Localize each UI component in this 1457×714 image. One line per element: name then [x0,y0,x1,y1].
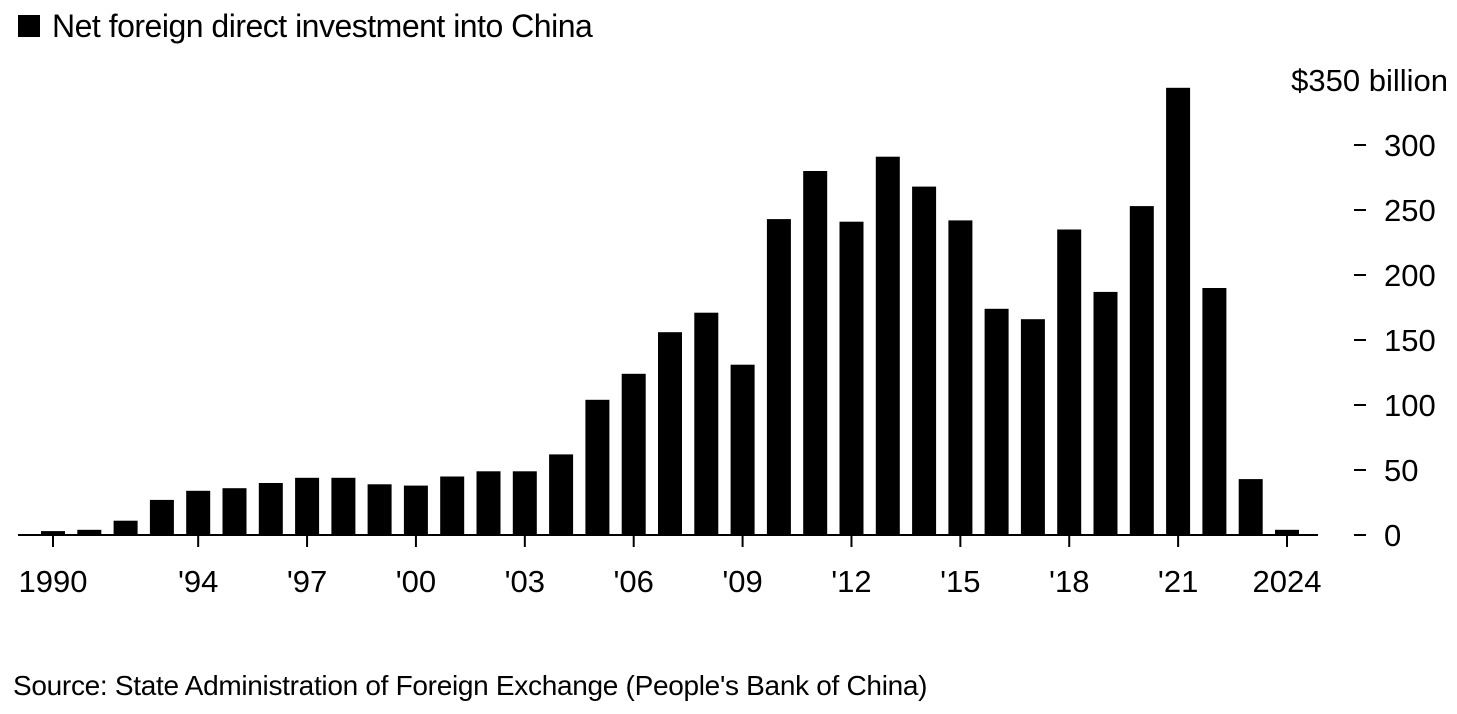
bar-2016 [984,308,1009,535]
bar-1992 [113,520,138,535]
bar-1997 [295,477,320,535]
bar-2013 [875,156,900,535]
x-tick-label: 2024 [1253,564,1322,599]
bar-2009 [730,364,755,535]
y-tick-label: 300 [1384,128,1436,163]
y-tick-label: 100 [1384,388,1436,423]
bar-2024 [1275,529,1299,535]
y-axis-unit-label: $350 billion [1291,63,1448,98]
x-tick-label: '15 [940,564,980,599]
bar-1995 [222,488,247,535]
bar-1998 [331,477,356,535]
bar-2017 [1020,319,1045,535]
bar-2002 [476,471,501,535]
bar-1994 [186,490,211,535]
bar-2014 [912,186,937,535]
y-tick-label: 250 [1384,193,1436,228]
bar-2023 [1238,479,1263,535]
y-tick-label: 50 [1384,453,1418,488]
bar-2015 [948,220,973,535]
bar-1999 [367,484,392,535]
y-axis-ticks: 0 50 100 150 200 250 300 [1354,128,1436,553]
legend: Net foreign direct investment into China [18,6,593,46]
y-tick-label: 150 [1384,323,1436,358]
bar-2005 [585,399,610,535]
bar-2018 [1057,229,1082,535]
x-tick-label: '06 [614,564,654,599]
legend-swatch [18,15,40,37]
bar-2012 [839,221,864,535]
bar-1990 [41,531,65,535]
bar-1996 [258,483,283,535]
bar-2022 [1202,288,1227,535]
x-tick-label: '09 [722,564,762,599]
x-tick-label: '12 [831,564,871,599]
x-tick-label: '97 [287,564,327,599]
x-tick-label: '94 [178,564,218,599]
source-note: Source: State Administration of Foreign … [13,670,928,701]
bar-2011 [803,171,828,535]
bar-2020 [1129,206,1154,535]
bar-2006 [621,373,646,535]
y-tick-label: 0 [1384,518,1401,553]
x-tick-label: '03 [505,564,545,599]
x-tick-label: '00 [396,564,436,599]
x-tick-label: 1990 [19,564,88,599]
x-tick-label: '21 [1158,564,1198,599]
bar-2003 [512,471,537,535]
bar-chart: 1990 '94 '97 '00 '03 '06 '09 '12 '15 '18 '21 2024 0… [18,63,1448,599]
y-tick-label: 200 [1384,258,1436,293]
x-tick-label: '18 [1049,564,1089,599]
bar-1993 [149,499,174,535]
bar-2000 [403,485,428,535]
bar-2008 [694,312,719,535]
legend-label: Net foreign direct investment into China [52,7,593,44]
bar-1991 [77,529,102,535]
x-axis-ticks: 1990 '94 '97 '00 '03 '06 '09 '12 '15 '18 '21 2024 [19,535,1322,599]
bar-2010 [766,219,791,535]
bars-group [41,87,1299,536]
bar-2021 [1166,87,1191,536]
bar-2004 [549,454,574,535]
bar-2007 [658,332,682,535]
bar-2019 [1093,291,1118,535]
bar-2001 [440,476,465,535]
